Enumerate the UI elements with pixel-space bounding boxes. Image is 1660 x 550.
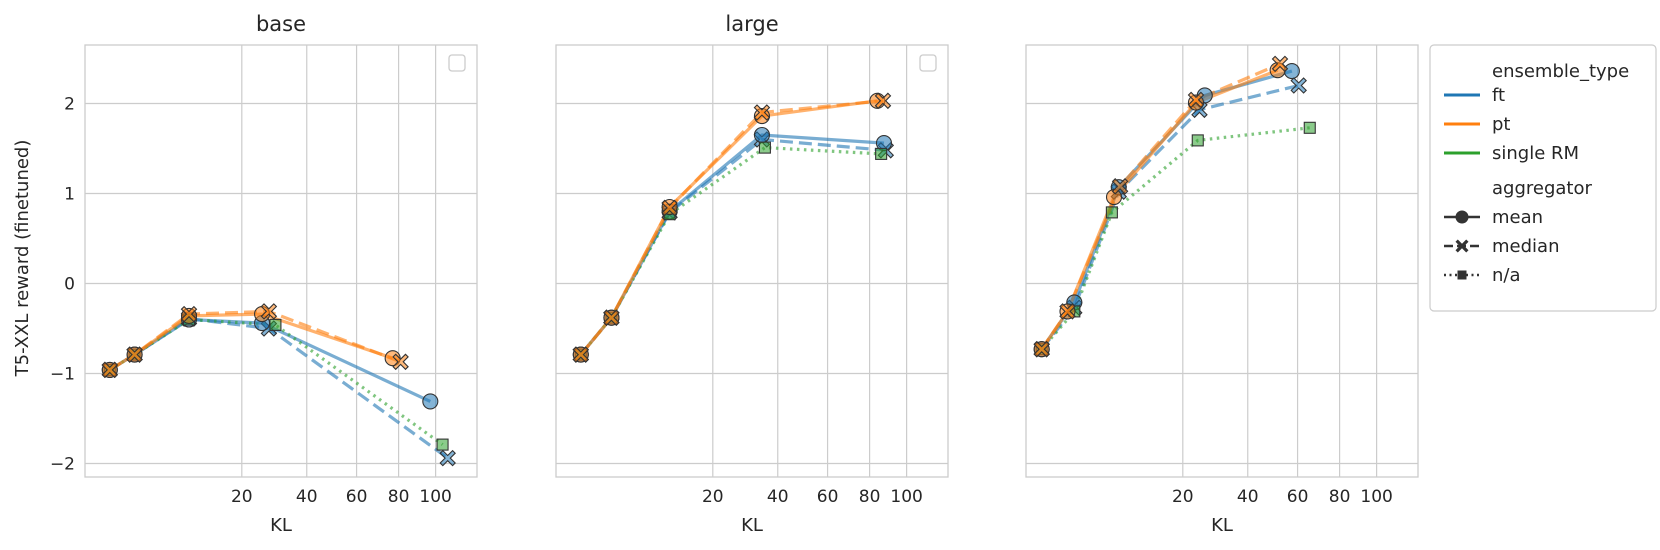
data-point: [1191, 134, 1204, 147]
data-point: [1105, 206, 1118, 219]
y-tick-label: 0: [64, 275, 75, 295]
x-tick-label: 40: [1237, 487, 1259, 507]
legend-hue-title: ensemble_type: [1492, 61, 1629, 82]
data-point: [758, 141, 771, 154]
legend-hue-entries: ft pt single RM: [1444, 85, 1579, 164]
y-tick-label: 2: [64, 95, 75, 115]
data-point: [1283, 63, 1300, 80]
legend-hue-label: ft: [1492, 85, 1505, 106]
y-axis-label: T5-XXL reward (finetuned): [12, 140, 33, 378]
legend-style-label: n/a: [1492, 265, 1521, 286]
data-point: [1111, 178, 1129, 195]
series-markers: [572, 92, 895, 363]
y-tick-label: 1: [64, 185, 75, 205]
legend-hue-label: pt: [1492, 114, 1510, 135]
x-tick-label: 20: [231, 487, 253, 507]
legend-style-marker: [1455, 210, 1469, 224]
x-tick-label: 20: [702, 487, 724, 507]
panel-3: 20 40 60 80 100 KL: [1025, 44, 1419, 536]
data-point: [661, 199, 678, 217]
panel-2: 20 40 60 80 100 KL large: [555, 12, 949, 536]
data-point: [1033, 340, 1050, 358]
x-tick-label: 60: [346, 487, 368, 507]
x-tick-label: 40: [296, 487, 318, 507]
legend-style-marker: [1455, 239, 1469, 253]
legend-frame: [1429, 44, 1657, 312]
x-axis-label: KL: [1211, 515, 1233, 536]
data-point: [439, 449, 456, 467]
plot-area: [1025, 44, 1419, 478]
x-tick-label: 20: [1172, 487, 1194, 507]
series-markers: [101, 303, 456, 467]
legend-style-label: mean: [1492, 207, 1543, 228]
legend-style-entries: mean median n/a: [1444, 207, 1559, 286]
x-axis-label: KL: [741, 515, 763, 536]
data-point: [392, 353, 409, 371]
data-point: [126, 346, 143, 363]
legend-style-label: median: [1492, 236, 1559, 257]
y-tick-label: −1: [50, 365, 75, 385]
data-point: [874, 92, 892, 110]
data-point: [1303, 121, 1316, 134]
series-markers: [1033, 55, 1316, 358]
panel-1: 20 40 60 80 100 −2 −1 0 1 2 KL base: [50, 12, 478, 536]
data-point: [1059, 303, 1076, 320]
x-tick-label: 100: [890, 487, 922, 507]
data-point: [269, 318, 282, 331]
data-point: [1290, 77, 1307, 94]
data-point: [1187, 91, 1205, 109]
x-tick-label: 40: [767, 487, 789, 507]
empty-legend-box: [919, 54, 937, 72]
data-point: [101, 361, 119, 379]
x-tick-label: 60: [1287, 487, 1309, 507]
data-point: [260, 303, 278, 320]
plot-area: [555, 44, 949, 478]
data-point: [436, 438, 449, 451]
data-point: [603, 309, 620, 326]
data-point: [572, 346, 590, 363]
plot-area: [84, 44, 478, 478]
y-tick-label: −2: [50, 455, 75, 475]
legend-hue-label: single RM: [1492, 143, 1579, 164]
legend: ensemble_type ft pt single RM aggregator m…: [1429, 44, 1657, 312]
x-tick-label: 60: [817, 487, 839, 507]
panel-title: large: [725, 12, 778, 36]
data-point: [422, 393, 439, 410]
x-tick-label: 80: [1329, 487, 1351, 507]
x-tick-label: 100: [1360, 487, 1392, 507]
data-point: [180, 305, 198, 323]
legend-style-marker: [1457, 270, 1467, 280]
empty-legend-box: [448, 54, 466, 72]
panels: 20 40 60 80 100 −2 −1 0 1 2 KL base 20 40 60 80 100 KL lar…: [50, 12, 1419, 536]
x-axis-label: KL: [270, 515, 292, 536]
x-tick-label: 80: [388, 487, 410, 507]
data-point: [1271, 55, 1289, 73]
data-point: [875, 147, 888, 160]
data-point: [753, 104, 771, 121]
legend-style-title: aggregator: [1492, 178, 1592, 199]
x-tick-label: 80: [859, 487, 881, 507]
panel-title: base: [256, 12, 306, 36]
x-tick-label: 100: [419, 487, 451, 507]
data-point: [753, 108, 770, 125]
data-point: [753, 126, 770, 144]
